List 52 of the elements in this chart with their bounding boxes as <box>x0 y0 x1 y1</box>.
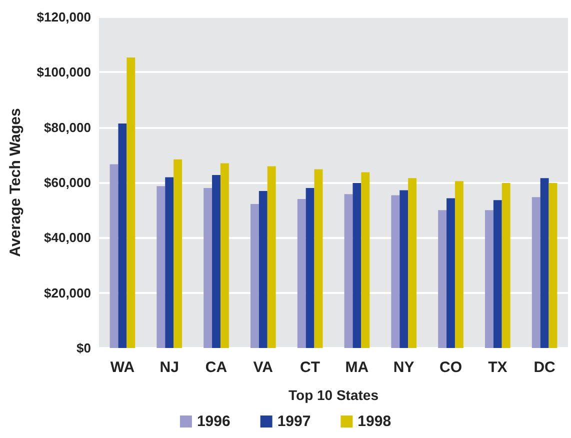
y-tick-label: $0 <box>76 340 91 356</box>
bar <box>297 199 306 348</box>
y-tick-label: $60,000 <box>44 175 91 190</box>
bar <box>118 123 127 348</box>
bar <box>126 58 136 348</box>
x-tick-label: CT <box>300 359 320 376</box>
bar <box>306 188 314 348</box>
x-tick-label: TX <box>488 359 508 376</box>
bar <box>391 195 400 348</box>
legend-label: 1996 <box>196 413 230 430</box>
x-tick-label: MA <box>345 359 369 376</box>
y-tick-label: $100,000 <box>36 64 91 80</box>
bar <box>212 175 220 348</box>
bar <box>110 164 118 348</box>
bar <box>156 186 166 348</box>
bar <box>174 159 182 348</box>
bar <box>532 197 540 348</box>
bar <box>165 177 174 348</box>
y-tick-label: $20,000 <box>44 285 91 300</box>
legend-label: 1997 <box>277 413 311 430</box>
bar <box>408 178 417 348</box>
legend-label: 1998 <box>358 413 392 430</box>
bar <box>314 169 323 348</box>
bar <box>438 210 447 348</box>
bar <box>493 200 502 348</box>
bar <box>400 190 408 348</box>
x-tick-label: NJ <box>160 359 179 376</box>
x-tick-label: DC <box>534 359 556 376</box>
bar <box>258 191 268 348</box>
bar <box>267 166 276 348</box>
bar <box>502 183 510 348</box>
bar <box>352 183 362 348</box>
x-tick-label: CA <box>205 359 228 376</box>
bar <box>344 194 353 348</box>
bar <box>484 210 494 348</box>
bar <box>446 198 455 348</box>
x-tick-label: WA <box>110 359 135 376</box>
x-tick-label: CO <box>440 359 462 376</box>
bar <box>250 204 259 348</box>
bar <box>361 172 370 348</box>
bar <box>204 188 212 348</box>
y-tick-label: $120,000 <box>36 10 91 24</box>
y-tick-label: $80,000 <box>44 120 91 135</box>
y-axis-title: Average Tech Wages <box>7 108 24 257</box>
x-axis-title: Top 10 States <box>288 387 379 403</box>
x-tick-label: VA <box>253 359 274 376</box>
bar <box>220 163 229 348</box>
bar <box>454 181 464 348</box>
y-tick-label: $40,000 <box>44 230 91 246</box>
bar <box>548 183 558 348</box>
bar <box>540 178 549 348</box>
x-tick-label: NY <box>393 359 414 376</box>
